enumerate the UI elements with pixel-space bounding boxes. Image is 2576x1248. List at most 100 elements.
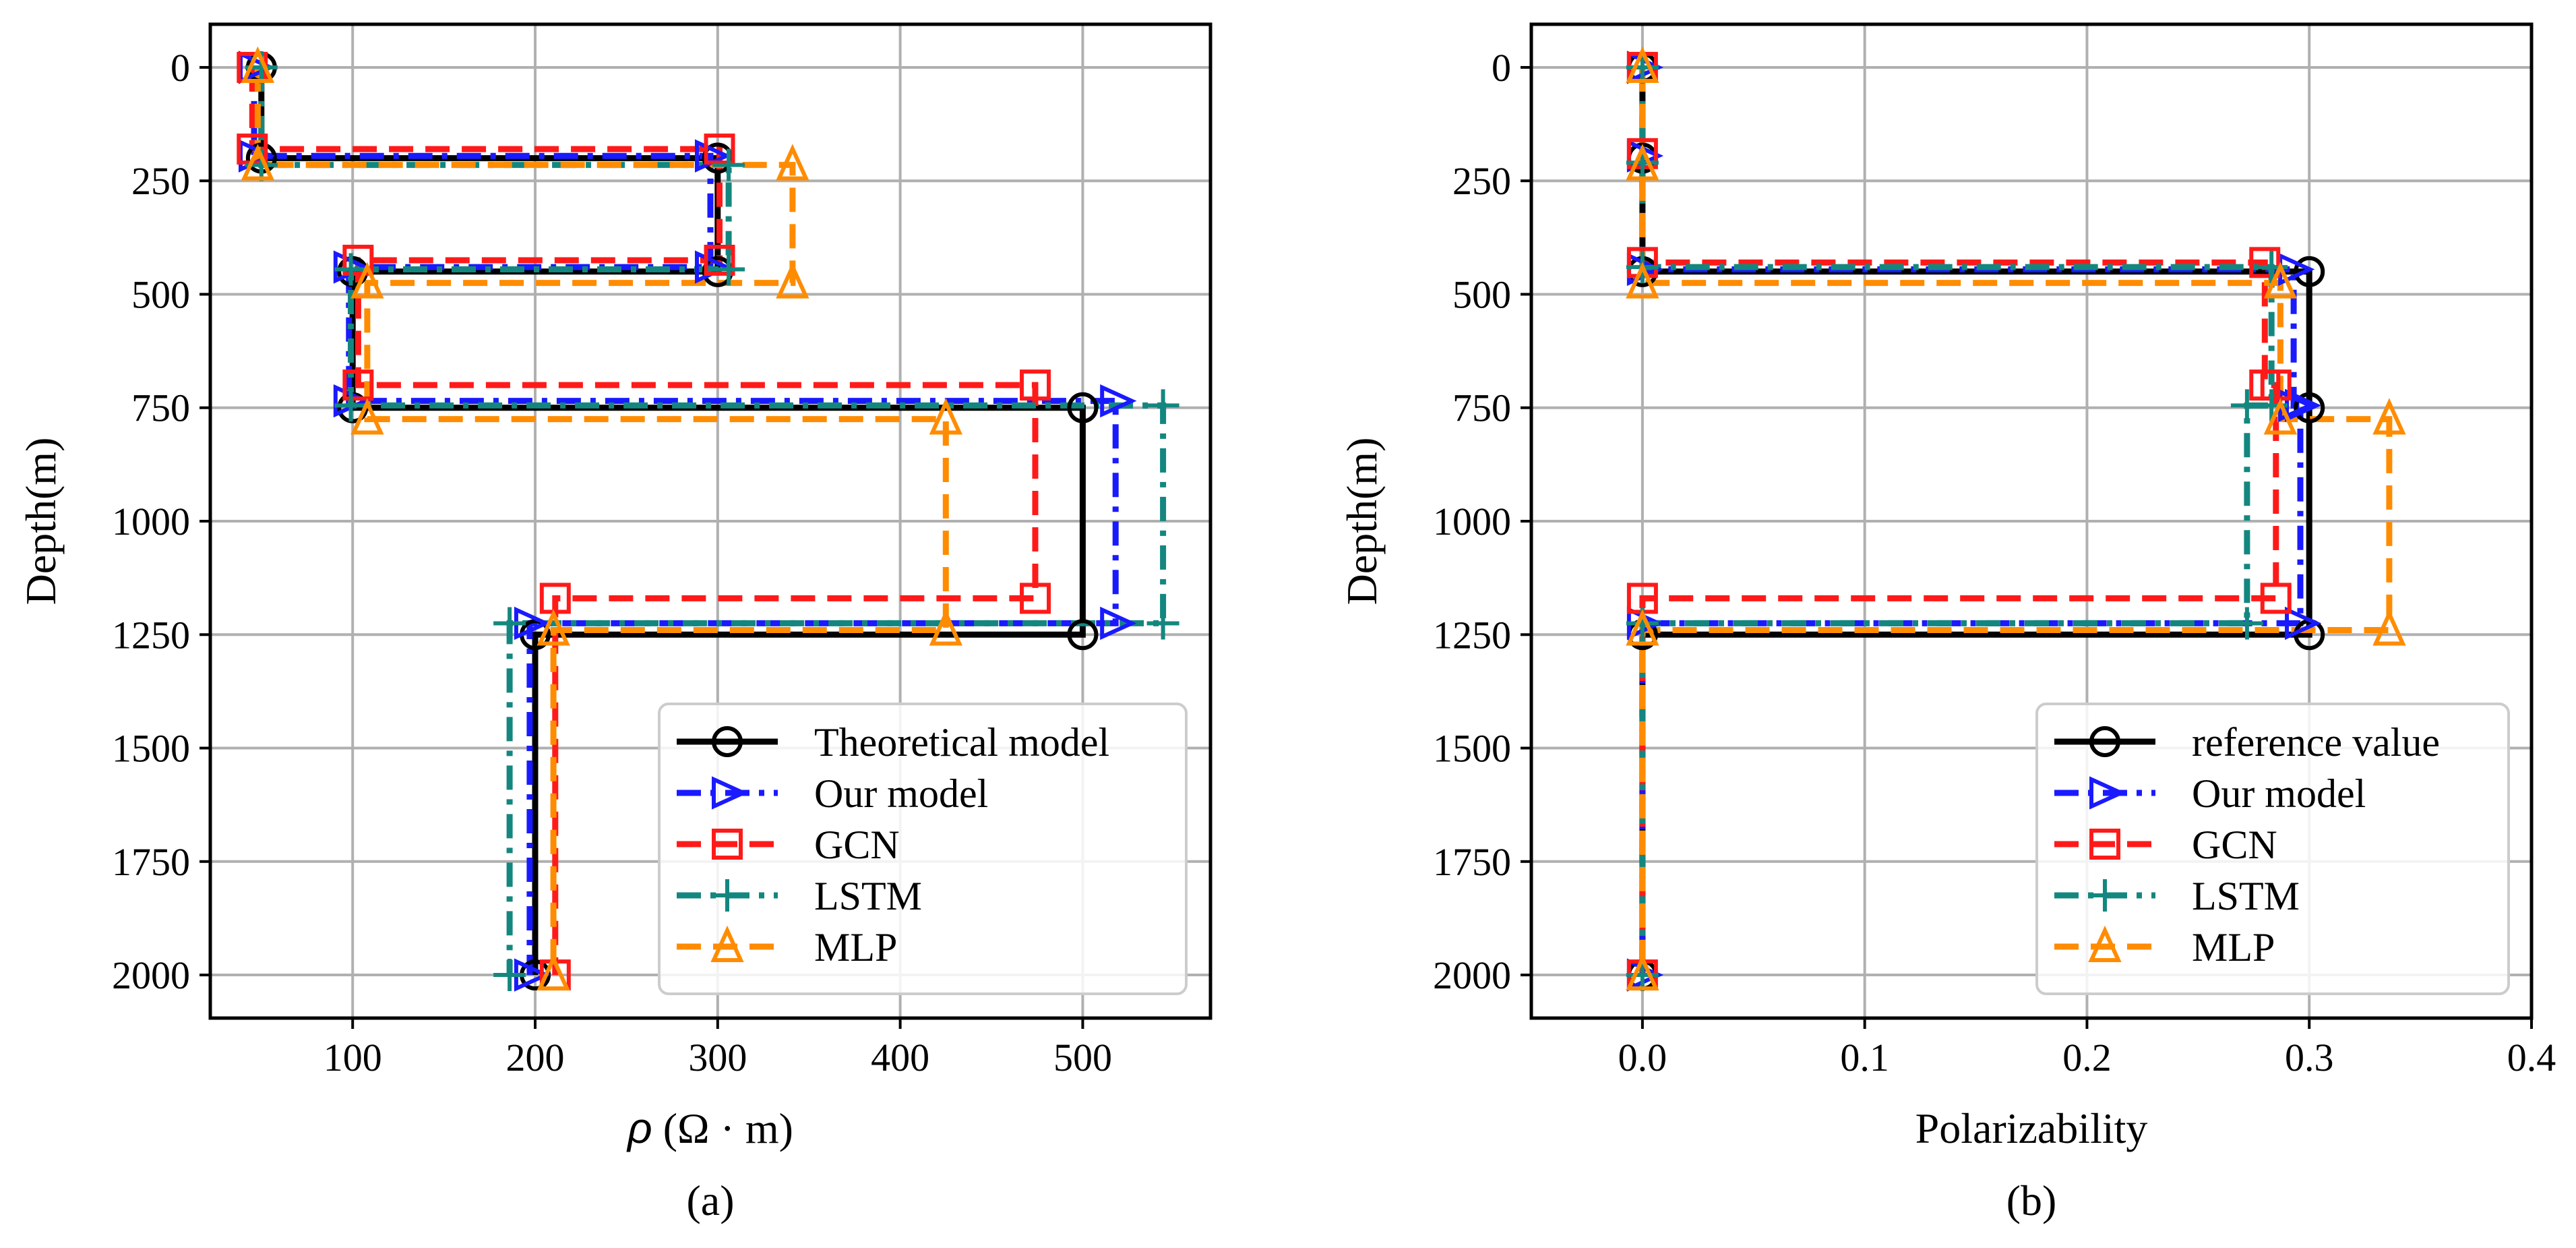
legend-marker <box>2089 726 2120 757</box>
data-point-mlp <box>241 46 275 83</box>
legend-label: Our model <box>814 771 988 816</box>
data-point-mlp <box>1626 46 1659 83</box>
y-axis-label: Depth(m) <box>1338 438 1386 605</box>
x-axis-label: ρ (Ω · m) <box>626 1104 793 1152</box>
data-point-lstm <box>712 253 745 286</box>
y-tick-label: 750 <box>1452 386 1511 430</box>
y-tick-label: 500 <box>1452 272 1511 316</box>
x-tick-label: 500 <box>1053 1036 1112 1079</box>
panel-caption: (a) <box>686 1177 734 1224</box>
data-point-reference-value <box>2294 256 2325 287</box>
data-point-mlp <box>1626 262 1659 299</box>
series-line-our-model <box>1639 67 2304 976</box>
y-axis-label: Depth(m) <box>17 438 65 605</box>
data-point-our-model <box>1100 384 1137 418</box>
x-tick-label: 0.2 <box>2062 1036 2112 1079</box>
data-point-our-model <box>2285 606 2322 641</box>
x-tick-label: 300 <box>688 1036 747 1079</box>
data-point-theoretical-model <box>1067 392 1099 423</box>
y-tick-label: 1500 <box>112 727 190 771</box>
data-point-mlp <box>2263 262 2298 299</box>
data-point-theoretical-model <box>1067 619 1099 651</box>
data-point-gcn <box>704 244 735 276</box>
data-point-lstm <box>334 389 367 422</box>
data-point-gcn <box>342 244 374 276</box>
series-line-lstm <box>258 67 1167 976</box>
data-point-mlp <box>1626 609 1659 646</box>
legend: Theoretical model Our model GCN LSTM MLP <box>658 703 1188 995</box>
legend-label: LSTM <box>814 874 922 918</box>
legend-label: reference value <box>2192 720 2440 765</box>
x-tick-label: 0.3 <box>2285 1036 2334 1079</box>
legend-marker <box>2089 829 2120 860</box>
panel-caption: (b) <box>2006 1177 2057 1224</box>
legend-marker <box>2089 879 2121 912</box>
legend-marker <box>712 776 749 810</box>
data-point-mlp <box>1626 144 1659 181</box>
data-point-mlp <box>536 953 570 991</box>
data-point-mlp <box>350 398 384 435</box>
data-point-reference-value <box>2294 392 2325 423</box>
data-point-gcn <box>2260 583 2292 614</box>
data-point-mlp <box>929 609 962 646</box>
data-point-lstm <box>493 959 526 992</box>
data-point-mlp <box>241 144 275 181</box>
data-point-mlp <box>776 144 809 181</box>
data-point-gcn <box>1020 583 1051 614</box>
chart-panel-b: 0.0 0.1 0.2 0.3 0.4 0 250 500 750 1000 1250 1500 175… <box>1338 22 2556 1224</box>
x-tick-label: 0.1 <box>1840 1036 1889 1079</box>
y-tick-label: 2000 <box>1433 953 1511 997</box>
x-tick-label: 0.4 <box>2507 1036 2556 1079</box>
legend-label: Our model <box>2192 771 2366 816</box>
y-tick-label: 1000 <box>112 500 190 543</box>
legend-marker <box>712 726 743 757</box>
data-point-mlp <box>1626 953 1659 991</box>
legend-label: GCN <box>2192 823 2277 867</box>
y-tick-label: 250 <box>131 159 190 203</box>
y-tick-label: 2000 <box>112 953 190 997</box>
data-point-lstm <box>1626 51 1659 84</box>
data-point-mlp <box>2372 609 2406 646</box>
series-line-gcn <box>249 67 1039 976</box>
series-line-lstm <box>1639 67 2275 976</box>
y-tick-label: 250 <box>1452 159 1511 203</box>
data-point-mlp <box>350 262 384 299</box>
y-tick-label: 1750 <box>1433 840 1511 884</box>
y-tick-label: 0 <box>171 46 190 90</box>
data-point-lstm <box>493 607 526 640</box>
data-point-lstm <box>1146 607 1179 640</box>
data-point-mlp <box>929 398 962 435</box>
legend: reference value Our model GCN LSTM MLP <box>2035 703 2510 995</box>
y-tick-label: 500 <box>131 272 190 316</box>
x-tick-label: 400 <box>871 1036 929 1079</box>
legend-label: Theoretical model <box>814 720 1109 765</box>
y-tick-label: 1750 <box>112 840 190 884</box>
data-point-lstm <box>2230 389 2263 422</box>
legend-marker <box>712 829 743 860</box>
legend-label: MLP <box>2192 925 2275 970</box>
data-point-gcn <box>2260 369 2292 401</box>
series-line-our-model <box>251 67 1119 976</box>
data-point-lstm <box>712 148 745 181</box>
chart-panel-a: 100 200 300 400 500 0 250 500 750 1000 1250 1500 175… <box>17 22 1213 1224</box>
x-tick-label: 200 <box>506 1036 565 1079</box>
legend-label: MLP <box>814 925 897 970</box>
data-point-mlp <box>776 262 809 299</box>
legend-marker <box>710 925 744 962</box>
x-tick-label: 100 <box>324 1036 382 1079</box>
series-line-mlp <box>254 67 949 976</box>
legend-box <box>2035 703 2510 995</box>
data-point-mlp <box>2263 398 2298 435</box>
legend-marker <box>2089 776 2126 810</box>
data-point-mlp <box>2372 398 2406 435</box>
data-point-lstm <box>1146 389 1179 422</box>
data-point-gcn <box>2249 247 2281 278</box>
y-tick-label: 1500 <box>1433 727 1511 771</box>
x-tick-label: 0.0 <box>1618 1036 1667 1079</box>
legend-marker <box>2088 925 2122 962</box>
legend-label: LSTM <box>2192 874 2300 918</box>
legend-label: GCN <box>814 823 900 867</box>
data-point-our-model <box>1100 606 1137 641</box>
data-point-gcn <box>342 369 374 401</box>
